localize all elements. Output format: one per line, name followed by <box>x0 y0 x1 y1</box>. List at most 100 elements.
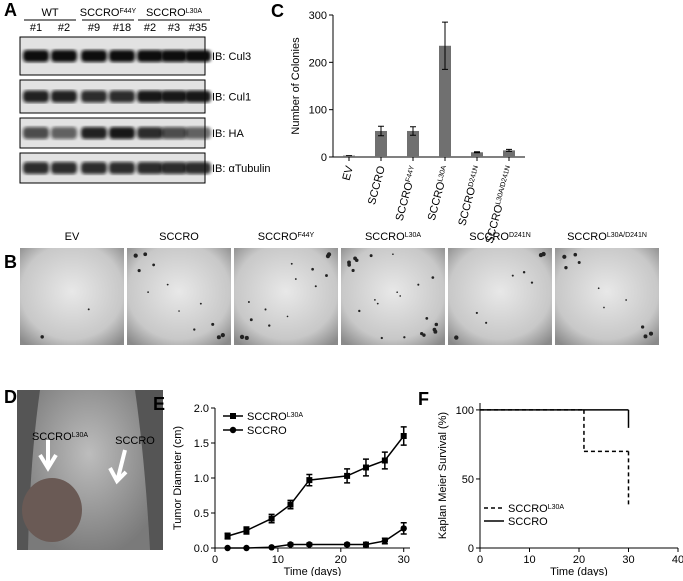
plate-image <box>234 248 338 345</box>
lane-label: #35 <box>189 22 207 34</box>
blot-label: IB: αTubulin <box>212 163 271 175</box>
series-line <box>227 435 405 537</box>
arrow-label: SCCROL30A <box>32 431 88 443</box>
lane-label: #2 <box>58 22 70 34</box>
legend-label: SCCRO <box>247 425 287 437</box>
colony <box>376 302 379 305</box>
label-text: SCCRO <box>508 516 548 528</box>
lane-label: #3 <box>168 22 180 34</box>
superscript: F44Y <box>298 232 315 239</box>
marker <box>400 433 407 439</box>
band <box>23 127 49 139</box>
colony <box>314 285 317 288</box>
colony <box>511 274 514 277</box>
band <box>185 50 211 62</box>
colony <box>640 325 645 329</box>
colony <box>311 267 314 271</box>
panel-label: D <box>4 387 17 407</box>
colony <box>432 327 437 332</box>
plate-title: SCCROL30A <box>365 231 421 243</box>
panel-label: C <box>271 1 284 21</box>
label-text: SCCRO <box>146 7 186 19</box>
plate-title: SCCROF44Y <box>258 231 315 243</box>
band <box>51 90 77 103</box>
colony <box>625 299 627 301</box>
colony <box>564 266 568 270</box>
colony <box>133 253 138 258</box>
bar <box>439 45 451 158</box>
plate-title: SCCROL30A/D241N <box>567 231 647 243</box>
label-text: SCCRO <box>80 7 120 19</box>
band <box>161 90 187 103</box>
band <box>23 50 49 62</box>
colony <box>422 333 426 337</box>
band <box>161 127 187 139</box>
label-text: SCCRO <box>365 231 405 243</box>
colony <box>369 254 373 258</box>
bar <box>407 130 419 157</box>
colony <box>239 334 245 340</box>
legend-label: SCCROL30A <box>247 411 303 423</box>
colony <box>216 335 221 340</box>
superscript: L30A <box>186 8 203 15</box>
panel-label: F <box>418 389 429 409</box>
bar <box>471 152 483 157</box>
colony <box>392 253 394 256</box>
bar <box>503 150 515 157</box>
colony <box>573 252 578 257</box>
superscript: F44Y <box>120 8 137 15</box>
marker <box>243 527 250 534</box>
band <box>23 90 49 103</box>
colony <box>347 263 351 267</box>
marker <box>243 544 250 552</box>
band <box>137 127 163 139</box>
y-tick-label: 2.0 <box>194 403 209 415</box>
colony <box>434 322 439 327</box>
band <box>161 50 187 62</box>
lane-label: #2 <box>144 22 156 34</box>
colony <box>325 274 328 277</box>
colony <box>541 251 546 257</box>
x-tick-label: 30 <box>398 554 410 566</box>
x-tick-label: SCCROL30A <box>426 164 452 222</box>
band <box>161 162 187 174</box>
superscript: L30A <box>72 432 89 439</box>
x-tick-label: 40 <box>672 554 683 566</box>
colony <box>399 295 402 297</box>
bar <box>375 130 387 157</box>
colony <box>264 308 267 311</box>
y-tick-label: 1.0 <box>194 473 209 485</box>
x-tick-label: SCCROF44Y <box>394 164 420 222</box>
band <box>185 162 211 174</box>
label-text: SCCRO <box>258 231 298 243</box>
x-tick-label: 10 <box>272 554 284 566</box>
y-tick-label: 1.5 <box>194 438 209 450</box>
superscript: L30A/D241N <box>494 165 511 206</box>
label-text: WT <box>41 7 58 19</box>
y-tick-label: 0 <box>468 543 474 555</box>
y-tick-label: 200 <box>309 57 327 69</box>
marker <box>306 541 313 548</box>
legend-label: SCCROL30A <box>508 503 564 515</box>
group-label: SCCROF44Y <box>80 7 137 19</box>
colony <box>178 310 180 312</box>
lane-label: #9 <box>88 22 100 34</box>
band <box>51 50 77 62</box>
mouse-photo <box>17 390 163 550</box>
x-tick-label: 0 <box>477 554 483 566</box>
y-tick-label: 100 <box>456 405 474 417</box>
band <box>23 162 49 174</box>
plate-image <box>555 248 659 345</box>
plate-title: SCCRO <box>159 231 199 243</box>
superscript: L30A <box>405 232 422 239</box>
y-axis-label: Number of Colonies <box>290 37 302 135</box>
colony <box>325 254 331 259</box>
x-tick-label: 20 <box>573 554 585 566</box>
colony <box>577 261 581 265</box>
label-text: SCCRO <box>469 231 509 243</box>
error-bar <box>442 21 448 70</box>
label-text: SCCRO <box>567 231 607 243</box>
marker <box>362 464 369 471</box>
plate-image <box>341 248 445 345</box>
